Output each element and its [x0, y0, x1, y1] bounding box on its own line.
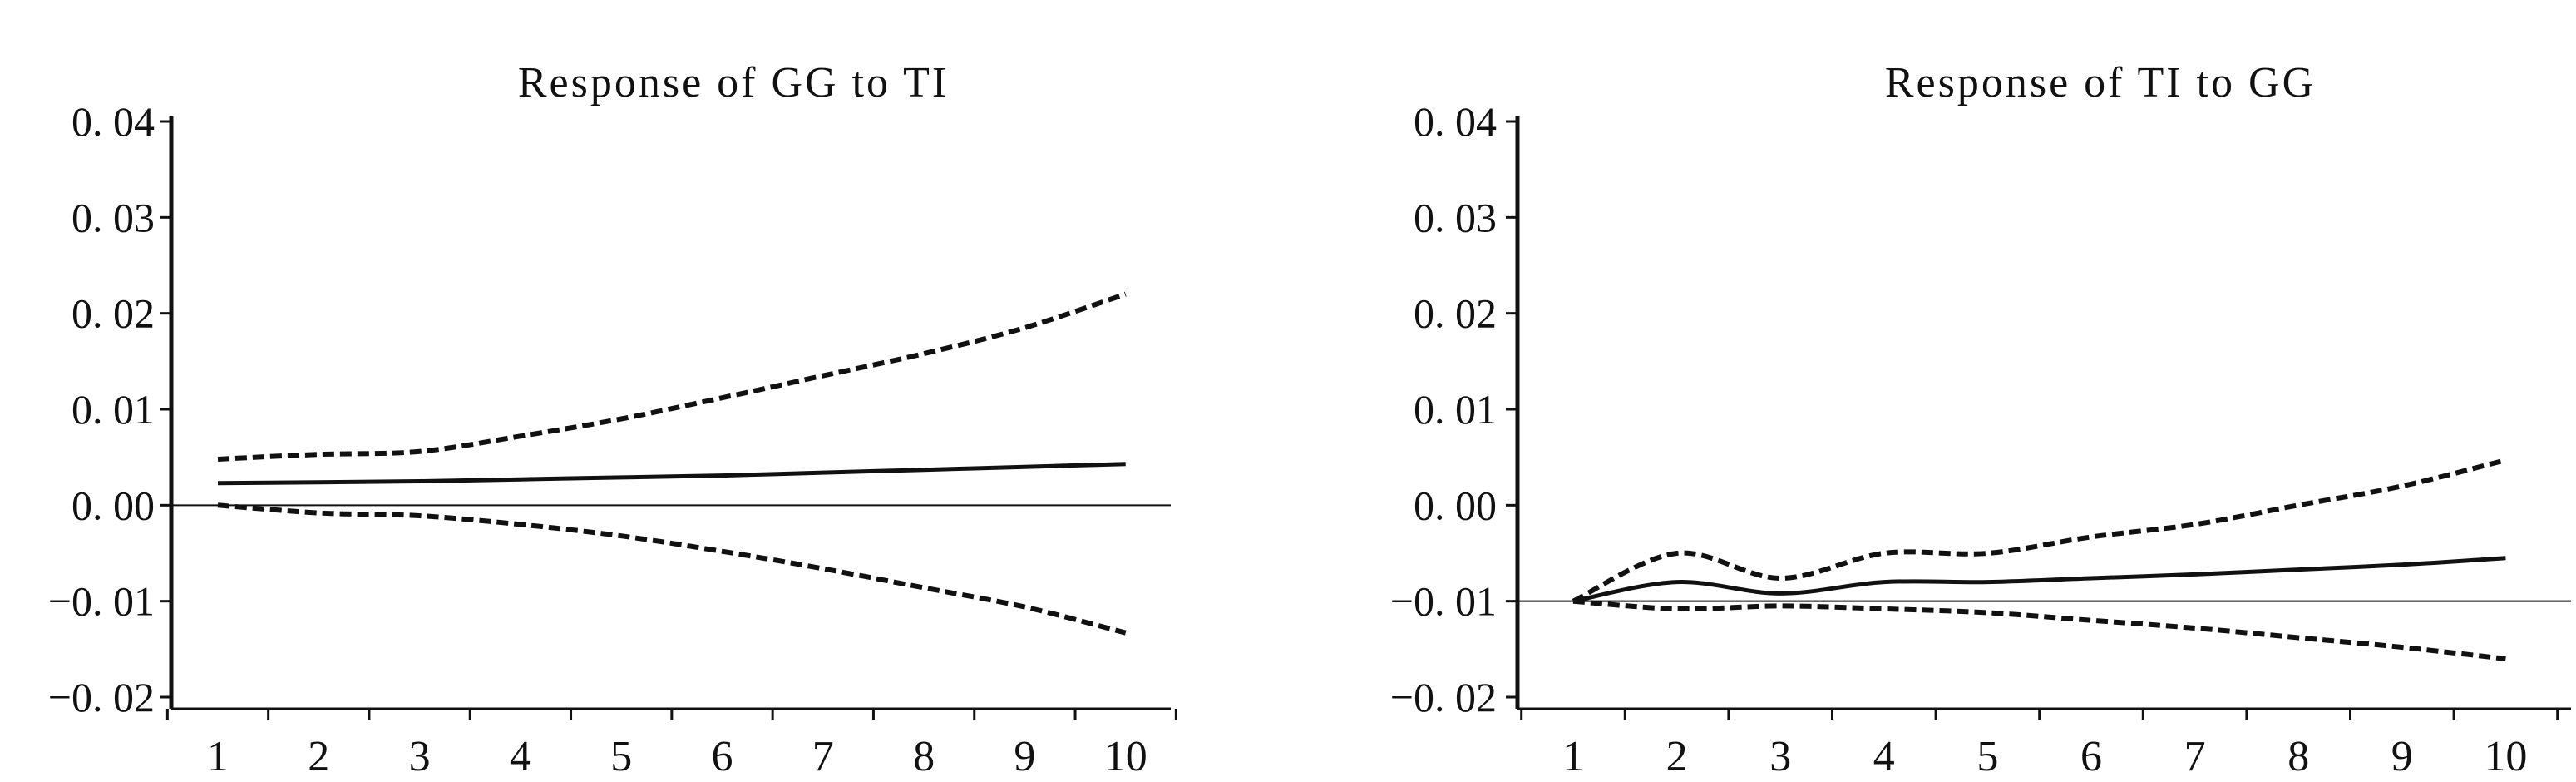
chart-panel-ti-to-gg: Response of TI to GG 0. 04 0. 03 0. 02 0. 0…	[1390, 59, 2571, 780]
series-line-upper-band	[217, 291, 1127, 462]
y-tick-label: 0. 03	[72, 194, 155, 240]
x-tick-label: 8	[2287, 733, 2309, 780]
y-tick-label: −0. 01	[1390, 578, 1497, 625]
chart-panel-gg-to-ti: Response of GG to TI 0. 04 0. 03 0. 02 0. 0…	[48, 59, 1177, 780]
x-tick-label: 10	[2484, 733, 2527, 780]
series-line-lower-band	[1572, 598, 2506, 661]
y-tick-label: −0. 02	[48, 674, 155, 720]
x-tick-label: 2	[308, 733, 329, 780]
chart-title: Response of GG to TI	[518, 59, 949, 106]
y-tick-label: 0. 01	[72, 386, 155, 433]
series-line-lower-band	[217, 502, 1127, 636]
y-tick-label: −0. 02	[1390, 674, 1497, 720]
y-tick-label: 0. 00	[1414, 482, 1497, 528]
x-tick-label: 3	[1769, 733, 1791, 780]
y-tick-label: 0. 04	[1414, 98, 1497, 145]
chart-title: Response of TI to GG	[1885, 59, 2316, 106]
y-tick-label: 0. 02	[72, 290, 155, 337]
y-tick-label: 0. 02	[1414, 290, 1497, 337]
y-tick-label: −0. 01	[48, 578, 155, 625]
x-tick-label: 7	[812, 733, 834, 780]
x-tick-label: 2	[1666, 733, 1688, 780]
series-line-response	[217, 462, 1126, 486]
y-tick-label: 0. 03	[1414, 194, 1497, 240]
x-tick-label: 6	[2080, 733, 2102, 780]
x-tick-label: 1	[207, 733, 229, 780]
x-tick-label: 8	[913, 733, 935, 780]
x-tick-label: 6	[712, 733, 733, 780]
x-tick-label: 7	[2184, 733, 2206, 780]
x-tick-label: 4	[510, 733, 531, 780]
x-tick-label: 1	[1562, 733, 1584, 780]
y-tick-label: 0. 01	[1414, 386, 1497, 433]
x-tick-label: 10	[1104, 733, 1147, 780]
series-line-response	[1572, 556, 2506, 604]
x-tick-label: 3	[409, 733, 431, 780]
x-tick-label: 5	[1976, 733, 1998, 780]
x-tick-label: 5	[610, 733, 632, 780]
y-tick-label: 0. 00	[72, 482, 155, 528]
y-tick-label: 0. 04	[72, 98, 155, 145]
x-tick-label: 9	[2391, 733, 2413, 780]
x-tick-label: 4	[1873, 733, 1895, 780]
x-tick-label: 9	[1014, 733, 1035, 780]
series-line-upper-band	[1572, 458, 2507, 604]
